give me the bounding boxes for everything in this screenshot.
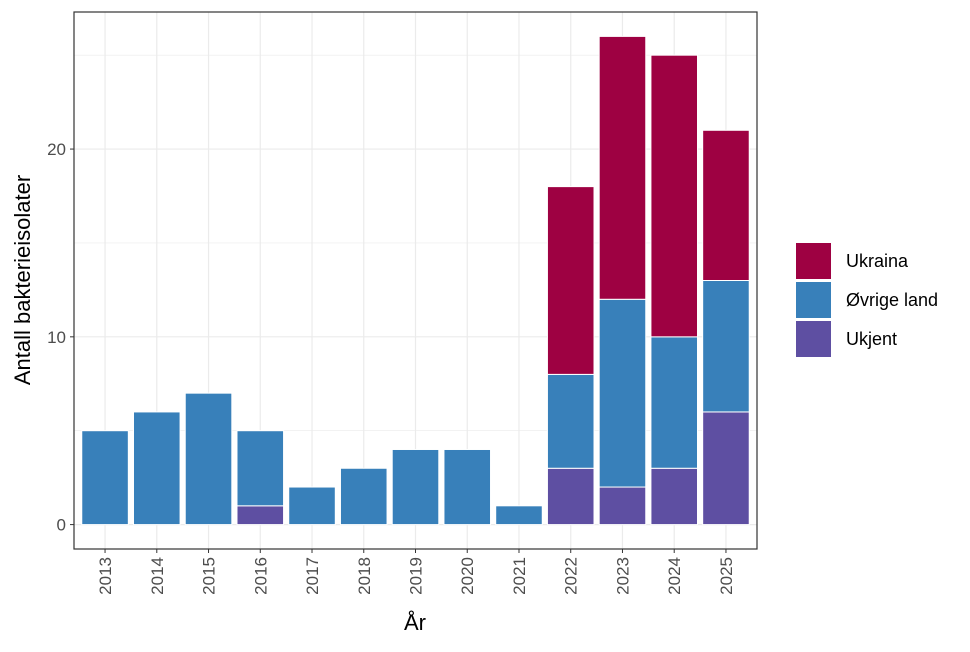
x-tick-label: 2015 (200, 557, 219, 595)
bar-ukjent-2016 (236, 505, 285, 526)
legend-swatch (796, 243, 831, 279)
x-tick-label: 2023 (613, 557, 632, 595)
bar-ukraina-2022 (546, 186, 595, 375)
bar-øvrige-land-2020 (443, 448, 492, 526)
legend-item: Ukraina (796, 242, 938, 280)
bar-øvrige-land-2018 (339, 467, 388, 526)
bar-øvrige-land-2023 (598, 298, 647, 488)
legend-label: Øvrige land (846, 289, 939, 310)
x-tick-label: 2013 (96, 557, 115, 595)
bar-øvrige-land-2015 (184, 392, 233, 526)
x-tick-label: 2019 (407, 557, 426, 595)
x-tick-label: 2014 (148, 557, 167, 595)
bar-ukraina-2024 (650, 54, 698, 338)
y-tick-label: 20 (47, 140, 66, 159)
x-tick-label: 2020 (458, 557, 477, 595)
x-tick-label: 2017 (303, 557, 322, 595)
y-tick-label: 10 (47, 328, 66, 347)
legend-item: Øvrige land (796, 281, 938, 319)
bar-øvrige-land-2013 (81, 430, 129, 526)
bar-ukraina-2025 (702, 129, 750, 281)
bar-øvrige-land-2016 (236, 430, 285, 507)
x-tick-label: 2022 (562, 557, 581, 595)
bar-øvrige-land-2019 (391, 448, 440, 526)
bar-ukjent-2022 (546, 467, 595, 526)
y-axis-label: Antall bakterieisolater (10, 175, 35, 385)
bar-øvrige-land-2025 (702, 280, 750, 413)
legend-swatch (796, 282, 831, 318)
legend: Ukraina Øvrige land Ukjent (796, 242, 938, 359)
x-tick-label: 2016 (251, 557, 270, 595)
legend-item: Ukjent (796, 320, 938, 358)
bar-øvrige-land-2021 (495, 505, 543, 526)
x-tick-label: 2021 (510, 557, 529, 595)
bar-øvrige-land-2022 (546, 373, 595, 469)
x-tick-label: 2024 (665, 557, 684, 595)
bar-ukjent-2023 (598, 486, 647, 526)
x-tick-label: 2025 (717, 557, 736, 595)
bar-ukjent-2024 (650, 467, 698, 526)
legend-swatch (796, 321, 831, 357)
x-tick-label: 2018 (355, 557, 374, 595)
x-axis-label: År (404, 610, 426, 635)
y-tick-label: 0 (57, 516, 66, 535)
bar-øvrige-land-2014 (133, 411, 181, 526)
bar-ukjent-2025 (702, 411, 750, 526)
bar-øvrige-land-2024 (650, 336, 698, 469)
legend-label: Ukjent (846, 328, 898, 349)
bar-øvrige-land-2017 (288, 486, 336, 526)
legend-label: Ukraina (846, 250, 909, 271)
bar-ukraina-2023 (598, 35, 647, 300)
